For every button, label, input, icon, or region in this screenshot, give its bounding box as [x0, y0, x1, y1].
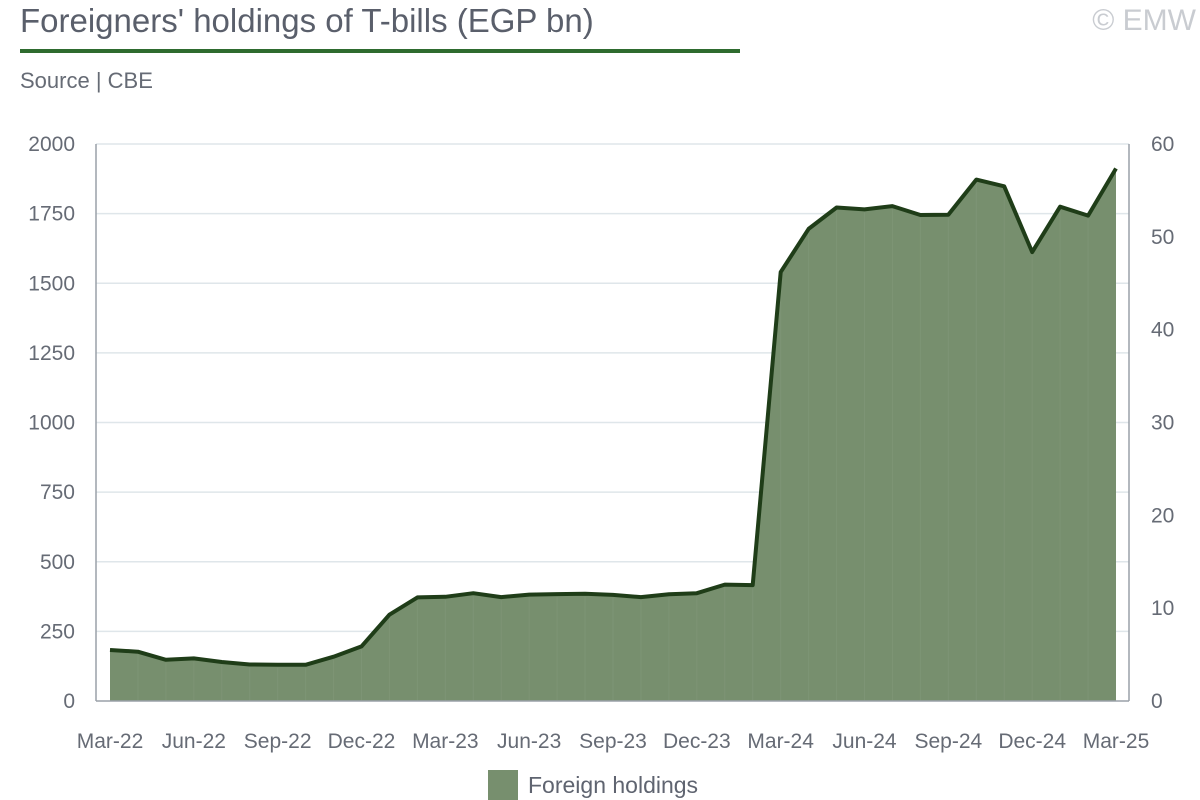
y2-tick-label: 30 — [1151, 412, 1174, 435]
x-tick-label: Jun-24 — [832, 730, 897, 753]
y-tick-label: 250 — [40, 620, 75, 643]
x-tick-label: Mar-22 — [77, 730, 144, 753]
y2-tick-label: 10 — [1151, 597, 1174, 620]
chart-title: Foreigners' holdings of T-bills (EGP bn) — [20, 2, 594, 39]
x-tick-label: Sep-23 — [579, 730, 647, 753]
x-tick-label: Dec-22 — [328, 730, 396, 753]
x-tick-label: Jun-23 — [497, 730, 561, 753]
y2-tick-label: 40 — [1151, 319, 1174, 342]
y-tick-label: 750 — [40, 481, 75, 504]
x-tick-label: Jun-22 — [162, 730, 226, 753]
area-series — [109, 167, 1118, 701]
x-tick-label: Dec-23 — [663, 730, 731, 753]
source-note: Source | CBE — [20, 68, 153, 93]
x-tick-label: Sep-22 — [244, 730, 312, 753]
y2-tick-label: 50 — [1151, 226, 1174, 249]
axes — [95, 144, 1130, 702]
series-area-fill — [110, 168, 1116, 701]
x-tick-label: Dec-24 — [998, 730, 1066, 753]
y-tick-label: 1000 — [28, 412, 75, 435]
y2-tick-label: 60 — [1151, 133, 1174, 156]
y-tick-label: 1250 — [28, 342, 75, 365]
copyright-watermark: © EMW — [1092, 4, 1196, 37]
y-tick-label: 0 — [63, 690, 75, 713]
y-tick-label: 1500 — [28, 272, 75, 295]
x-tick-label: Mar-25 — [1083, 730, 1150, 753]
title-underline — [20, 49, 740, 53]
x-tick-label: Sep-24 — [914, 730, 982, 753]
y2-tick-label: 20 — [1151, 504, 1174, 527]
y-tick-label: 500 — [40, 551, 75, 574]
y-tick-label: 2000 — [28, 133, 75, 156]
legend-label: Foreign holdings — [528, 771, 699, 798]
legend: Foreign holdings — [488, 770, 698, 800]
x-tick-label: Mar-23 — [412, 730, 479, 753]
y2-tick-label: 0 — [1151, 690, 1163, 713]
x-tick-label: Mar-24 — [747, 730, 814, 753]
tick-labels: 0 250 500 750 1000 1250 1500 1750 2000 0 10 20 30 40 5… — [28, 133, 1174, 753]
legend-swatch — [488, 770, 518, 800]
y-tick-label: 1750 — [28, 203, 75, 226]
